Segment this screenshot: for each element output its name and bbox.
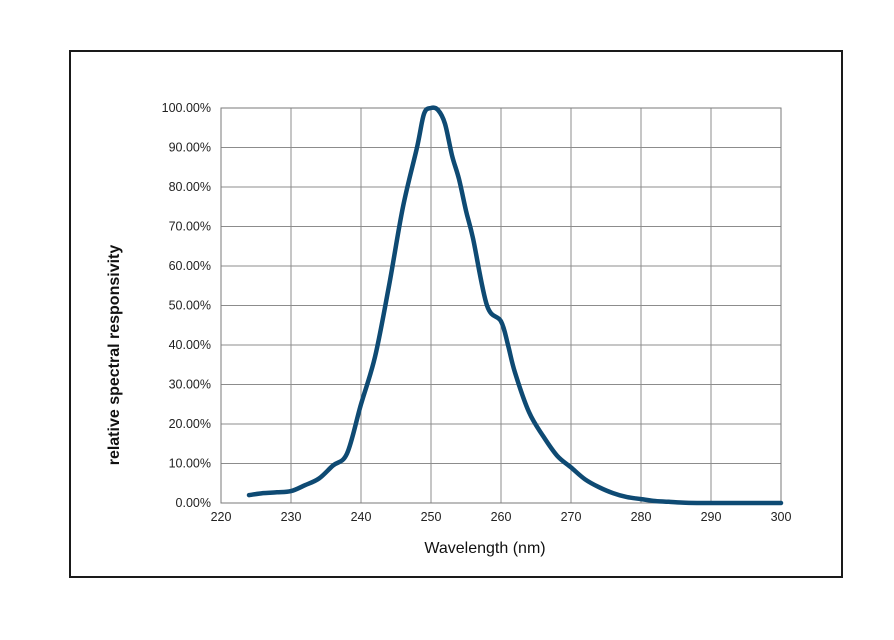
x-tick-label: 300 (771, 510, 792, 524)
x-tick-label: 290 (701, 510, 722, 524)
chart-frame (69, 50, 843, 578)
x-tick-label: 230 (281, 510, 302, 524)
grid-lines (220, 107, 782, 504)
y-tick-label: 90.00% (169, 141, 211, 155)
y-tick-label: 0.00% (176, 496, 211, 510)
y-axis-label: relative spectral responsivity (106, 245, 123, 466)
y-tick-label: 10.00% (169, 457, 211, 471)
y-tick-label: 100.00% (162, 101, 211, 115)
plot-area-border (220, 107, 782, 504)
x-axis-label: Wavelength (nm) (424, 540, 545, 557)
x-tick-label: 220 (211, 510, 232, 524)
x-tick-label: 260 (491, 510, 512, 524)
y-tick-label: 40.00% (169, 338, 211, 352)
y-tick-label: 70.00% (169, 220, 211, 234)
y-tick-label: 60.00% (169, 259, 211, 273)
y-tick-label: 30.00% (169, 378, 211, 392)
y-tick-labels: 0.00% 10.00% 20.00% 30.00% 40.00% 50.00% 60.00… (162, 101, 211, 510)
y-tick-label: 50.00% (169, 299, 211, 313)
x-tick-label: 240 (351, 510, 372, 524)
x-tick-labels: 220 230 240 250 260 270 280 290 300 (211, 510, 792, 524)
y-tick-label: 80.00% (169, 180, 211, 194)
x-tick-label: 280 (631, 510, 652, 524)
x-tick-label: 250 (421, 510, 442, 524)
y-tick-label: 20.00% (169, 417, 211, 431)
series-line (246, 105, 784, 506)
x-tick-label: 270 (561, 510, 582, 524)
